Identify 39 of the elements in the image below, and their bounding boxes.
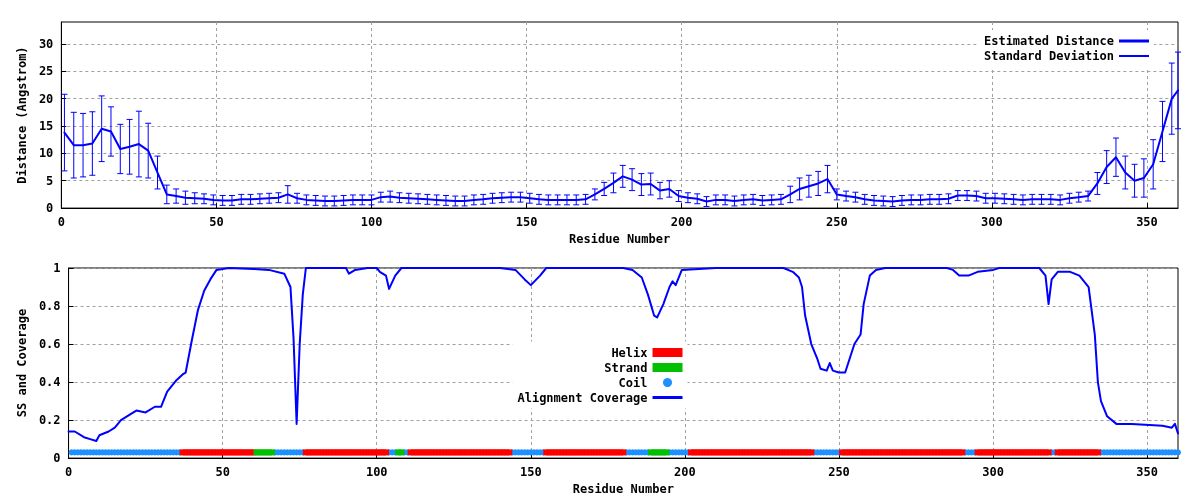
y-tick-label: 1 xyxy=(53,261,61,275)
x-tick-label: 50 xyxy=(215,465,230,480)
y-tick-label: 25 xyxy=(38,64,54,79)
y-tick-label: 0.4 xyxy=(38,375,61,390)
y-tick-label: 15 xyxy=(38,119,54,133)
y-tick-label: 20 xyxy=(38,91,54,106)
y-tick-label: 0 xyxy=(46,201,54,216)
x-tick-label: 100 xyxy=(365,465,388,480)
x-tick-label: 200 xyxy=(670,215,693,230)
y-tick-label: 0.8 xyxy=(38,299,61,314)
line-series xyxy=(67,267,1179,442)
y-tick-label: 0.6 xyxy=(38,337,61,352)
legend-label: Helix xyxy=(611,345,648,360)
y-tick-label: 10 xyxy=(38,146,54,161)
x-tick-label: 250 xyxy=(825,215,848,230)
y-axis-title: Distance (Angstrom) xyxy=(15,46,29,184)
x-axis-title: Residue Number xyxy=(572,482,674,496)
x-tick-label: 300 xyxy=(981,215,1003,230)
y-tick-label: 0 xyxy=(53,451,61,466)
x-tick-label: 150 xyxy=(519,465,542,480)
legend-label: Strand xyxy=(604,360,648,375)
y-tick-label: 0.2 xyxy=(38,413,61,428)
x-tick-label: 100 xyxy=(360,215,383,230)
y-tick-label: 5 xyxy=(46,173,54,188)
annotation: Standard Deviation xyxy=(983,49,1114,63)
x-tick-label: 0 xyxy=(64,465,73,480)
x-tick-label: 150 xyxy=(515,215,538,230)
legend-label: Alignment Coverage xyxy=(517,390,648,405)
x-tick-label: 350 xyxy=(1136,215,1158,230)
x-tick-label: 250 xyxy=(828,465,850,480)
y-tick-label: 30 xyxy=(38,36,54,51)
legend-label: Coil xyxy=(618,375,648,390)
x-tick-label: 50 xyxy=(209,215,224,230)
legend-label: Estimated Distance xyxy=(983,34,1114,48)
y-axis-title: SS and Coverage xyxy=(15,308,29,418)
x-tick-label: 300 xyxy=(982,465,1004,480)
x-axis-title: Residue Number xyxy=(569,232,671,246)
x-tick-label: 350 xyxy=(1136,465,1159,480)
x-tick-label: 200 xyxy=(674,465,696,480)
